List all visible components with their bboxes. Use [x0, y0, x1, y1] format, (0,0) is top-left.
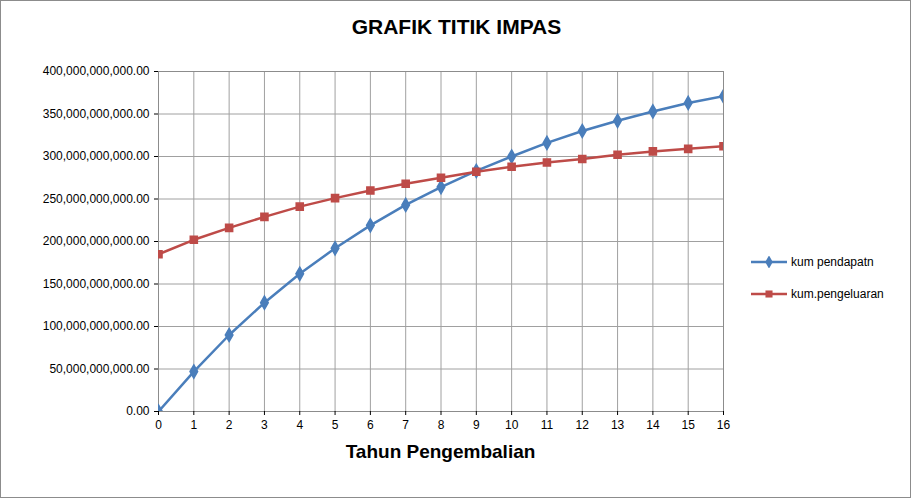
- svg-text:0: 0: [155, 418, 162, 432]
- svg-text:2: 2: [226, 418, 233, 432]
- svg-text:10: 10: [505, 418, 519, 432]
- svg-text:4: 4: [296, 418, 303, 432]
- svg-text:14: 14: [646, 418, 660, 432]
- svg-text:100,000,000,000.00: 100,000,000,000.00: [43, 319, 150, 333]
- svg-text:150,000,000,000.00: 150,000,000,000.00: [43, 277, 150, 291]
- svg-text:6: 6: [367, 418, 374, 432]
- html-text:GRAFIK TITIK IMPAS: GRAFIK TITIK IMPAS: [351, 15, 562, 38]
- svg-text:11: 11: [541, 418, 554, 432]
- svg-text:3: 3: [261, 418, 268, 432]
- svg-text:8: 8: [438, 418, 445, 432]
- svg-text:13: 13: [611, 418, 625, 432]
- svg-text:1: 1: [190, 418, 197, 432]
- svg-text:200,000,000,000.00: 200,000,000,000.00: [43, 234, 150, 248]
- svg-text:300,000,000,000.00: 300,000,000,000.00: [43, 149, 150, 163]
- svg-text:16: 16: [717, 418, 731, 432]
- svg-text:0.00: 0.00: [126, 404, 150, 418]
- html-text:Tahun Pengembalian: Tahun Pengembalian: [345, 441, 536, 462]
- svg-text:9: 9: [473, 418, 480, 432]
- svg-text:400,000,000,000.00: 400,000,000,000.00: [43, 64, 150, 78]
- svg-text:50,000,000,000.00: 50,000,000,000.00: [49, 362, 149, 376]
- svg-text:15: 15: [682, 418, 696, 432]
- svg-text:5: 5: [332, 418, 339, 432]
- svg-text:350,000,000,000.00: 350,000,000,000.00: [43, 107, 150, 121]
- svg-text:7: 7: [402, 418, 409, 432]
- html-text:kum pendapatn: kum pendapatn: [791, 255, 874, 269]
- svg-text:250,000,000,000.00: 250,000,000,000.00: [43, 192, 150, 206]
- html-text:kum.pengeluaran: kum.pengeluaran: [791, 287, 884, 301]
- svg-text:12: 12: [576, 418, 590, 432]
